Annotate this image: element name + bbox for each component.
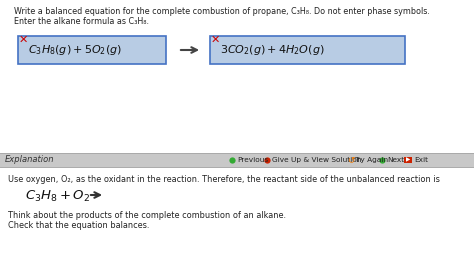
FancyBboxPatch shape <box>0 153 474 167</box>
Text: Exit: Exit <box>414 157 428 163</box>
Text: $C_3H_8(g) + 5O_2(g)$: $C_3H_8(g) + 5O_2(g)$ <box>28 43 122 57</box>
Text: Write a balanced equation for the complete combustion of propane, C₃H₈. Do not e: Write a balanced equation for the comple… <box>14 7 430 16</box>
Text: Use oxygen, O₂, as the oxidant in the reaction. Therefore, the reactant side of : Use oxygen, O₂, as the oxidant in the re… <box>8 175 440 184</box>
Text: ✕: ✕ <box>211 35 220 45</box>
Text: Next: Next <box>387 157 404 163</box>
FancyBboxPatch shape <box>210 36 405 64</box>
Text: Check that the equation balances.: Check that the equation balances. <box>8 221 149 230</box>
Text: Give Up & View Solution: Give Up & View Solution <box>272 157 361 163</box>
Text: Explanation: Explanation <box>5 155 55 164</box>
Text: ↺: ↺ <box>347 155 355 164</box>
Text: Think about the products of the complete combustion of an alkane.: Think about the products of the complete… <box>8 211 286 220</box>
Text: Enter the alkane formula as C₃H₈.: Enter the alkane formula as C₃H₈. <box>14 17 149 26</box>
FancyBboxPatch shape <box>404 157 412 163</box>
FancyBboxPatch shape <box>18 36 166 64</box>
Text: ▶: ▶ <box>406 158 410 163</box>
Text: Try Again: Try Again <box>354 157 388 163</box>
Text: Previous: Previous <box>237 157 268 163</box>
Text: ✕: ✕ <box>19 35 28 45</box>
Text: $C_3H_8 + O_2$: $C_3H_8 + O_2$ <box>25 189 91 204</box>
Text: $3CO_2(g) + 4H_2O(g)$: $3CO_2(g) + 4H_2O(g)$ <box>220 43 325 57</box>
